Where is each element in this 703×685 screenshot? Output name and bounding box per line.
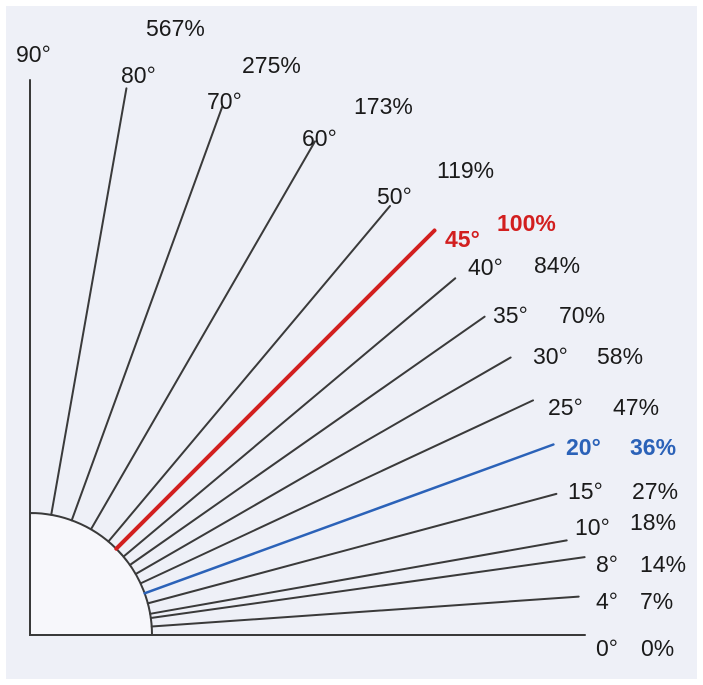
percent-label: 58%: [597, 343, 643, 369]
angle-label: 40°: [468, 254, 503, 280]
ray-50-deg: [107, 205, 391, 543]
percent-label: 0%: [641, 635, 674, 661]
percent-label: 567%: [146, 15, 205, 41]
angle-label: 25°: [548, 394, 583, 420]
percent-label: 275%: [242, 52, 301, 78]
angle-label: 90°: [16, 41, 51, 67]
ray-40-deg: [122, 277, 457, 558]
percent-label: 36%: [630, 434, 676, 460]
percent-label: 84%: [534, 252, 580, 278]
percent-label: 70%: [559, 302, 605, 328]
angle-label: 4°: [596, 588, 618, 614]
percent-label: 27%: [632, 478, 678, 504]
percent-label: 173%: [354, 93, 413, 119]
angle-label: 35°: [493, 302, 528, 328]
angle-label: 70°: [207, 88, 242, 114]
ray-60-deg: [90, 140, 316, 531]
angle-label: 8°: [596, 551, 618, 577]
angle-label: 10°: [575, 514, 610, 540]
angle-label: 60°: [302, 125, 337, 151]
ray-20-deg: [143, 443, 555, 595]
angle-label: 0°: [596, 635, 618, 661]
ray-4-deg: [150, 595, 580, 628]
ray-25-deg: [139, 399, 534, 585]
angle-label: 30°: [533, 343, 568, 369]
angle-label: 50°: [377, 183, 412, 209]
angle-label: 45°: [445, 226, 480, 252]
angle-label: 20°: [566, 434, 601, 460]
ray-35-deg: [128, 315, 486, 566]
angle-label: 15°: [568, 478, 603, 504]
ray-8-deg: [149, 556, 586, 619]
ray-labels: 0° 0% 4° 7% 8° 14% 10° 18% 15° 27% 20° 36% 25° 47% 30°…: [16, 15, 686, 661]
ray-lines: [29, 79, 586, 636]
ray-30-deg: [134, 356, 512, 575]
angle-label: 80°: [121, 62, 156, 88]
percent-label: 14%: [640, 551, 686, 577]
percent-label: 119%: [437, 157, 494, 183]
ray-10-deg: [149, 539, 568, 615]
percent-label: 18%: [630, 509, 676, 535]
ray-15-deg: [146, 492, 558, 605]
percent-label: 100%: [497, 210, 556, 236]
percent-label: 47%: [613, 394, 659, 420]
percent-label: 7%: [640, 588, 673, 614]
ray-70-deg: [70, 105, 224, 522]
ray-80-deg: [50, 87, 128, 516]
ray-45-deg: [114, 228, 437, 551]
